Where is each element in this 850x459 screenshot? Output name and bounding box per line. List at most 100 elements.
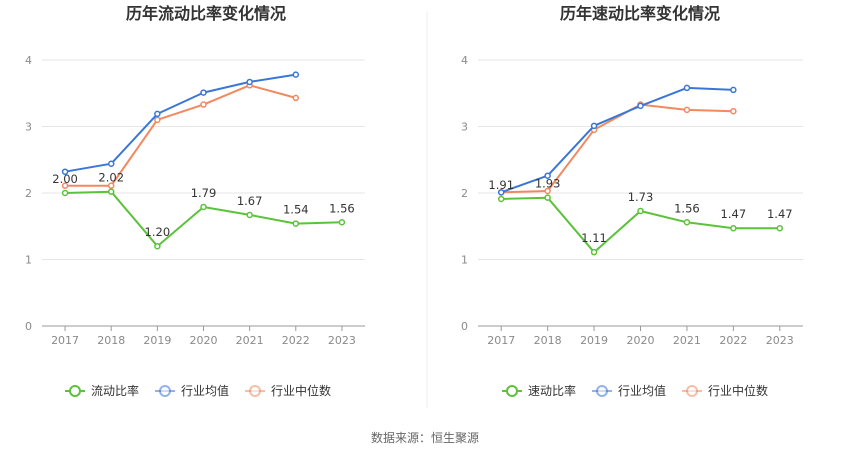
x-tick-label: 2018	[97, 334, 125, 347]
data-point	[61, 168, 69, 175]
legend-label: 速动比率	[528, 383, 576, 398]
data-point	[154, 110, 161, 118]
data-label: 1.91	[488, 178, 514, 192]
data-point	[292, 94, 300, 102]
data-point	[590, 122, 598, 130]
data-label: 1.47	[721, 207, 747, 221]
data-point	[730, 224, 737, 232]
x-tick-label: 2021	[236, 334, 264, 347]
data-point	[246, 211, 253, 219]
data-point	[590, 248, 598, 256]
x-tick-label: 2019	[580, 334, 608, 347]
quick-ratio-chart: 历年速动比率变化情况 0 1 2 3 4 2017 2018 2019 2020 2021 2022 2…	[461, 4, 803, 398]
legend-label: 行业均值	[618, 383, 666, 398]
x-tick-label: 2020	[190, 334, 218, 347]
x-tick-label: 2022	[719, 334, 747, 347]
data-label: 1.54	[283, 203, 309, 217]
legend-label: 行业中位数	[271, 383, 331, 398]
chart-title: 历年流动比率变化情况	[126, 4, 286, 23]
data-point	[497, 189, 505, 196]
legend-label: 流动比率	[91, 383, 139, 398]
y-tick-label: 0	[25, 320, 32, 333]
legend-item-1[interactable]: 行业均值	[592, 383, 666, 398]
y-tick-label: 1	[461, 254, 468, 267]
legend-item-2[interactable]: 行业中位数	[245, 383, 331, 398]
x-tick-label: 2017	[51, 334, 79, 347]
data-point	[107, 182, 115, 189]
data-point	[730, 107, 737, 115]
series-line-1	[500, 86, 734, 194]
data-source-label: 数据来源：恒生聚源	[371, 430, 479, 445]
data-label: 2.02	[98, 171, 124, 185]
data-label: 1.73	[628, 190, 654, 204]
data-point	[683, 84, 691, 92]
legend-item-0[interactable]: 流动比率	[65, 383, 139, 398]
data-label: 1.56	[674, 201, 700, 215]
data-point	[292, 71, 300, 78]
data-point	[61, 189, 69, 197]
data-point	[200, 89, 207, 96]
series-line-2	[65, 84, 297, 187]
data-point	[154, 242, 161, 250]
x-tick-label: 2023	[328, 334, 356, 347]
y-tick-label: 0	[461, 320, 468, 333]
data-point	[683, 106, 691, 114]
data-label: 1.79	[191, 186, 217, 200]
data-point	[544, 194, 551, 201]
data-point	[637, 102, 644, 110]
legend-marker-circle	[159, 385, 171, 397]
y-tick-label: 3	[461, 121, 468, 134]
data-point	[683, 219, 691, 226]
data-point	[246, 78, 253, 86]
current-ratio-chart: 历年流动比率变化情况 0 1 2 3 4 2017 2018 2019 2020 2021 2022 2…	[25, 4, 365, 398]
data-point	[637, 207, 644, 215]
data-label: 1.47	[767, 207, 793, 221]
y-tick-label: 4	[25, 54, 32, 67]
data-point	[497, 195, 505, 203]
data-point	[292, 220, 300, 227]
data-point	[107, 160, 115, 167]
data-point	[544, 187, 551, 195]
series-line-2	[501, 103, 734, 194]
data-label: 1.67	[237, 194, 263, 208]
data-point	[154, 116, 161, 124]
data-point	[730, 86, 737, 94]
data-point	[776, 224, 784, 232]
series-line-0	[501, 196, 780, 254]
y-tick-label: 2	[25, 187, 32, 200]
x-tick-label: 2019	[143, 334, 171, 347]
data-label: 1.20	[145, 225, 171, 239]
legend-label: 行业中位数	[708, 383, 768, 398]
data-label: 1.11	[581, 231, 607, 245]
x-tick-label: 2020	[627, 334, 655, 347]
data-point	[200, 203, 207, 211]
legend-item-0[interactable]: 速动比率	[502, 383, 576, 398]
x-tick-label: 2018	[534, 334, 562, 347]
x-tick-label: 2022	[282, 334, 310, 347]
x-tick-label: 2023	[766, 334, 794, 347]
data-point	[338, 219, 346, 226]
chart-title: 历年速动比率变化情况	[560, 4, 720, 23]
legend-item-2[interactable]: 行业中位数	[682, 383, 768, 398]
data-point	[544, 172, 551, 179]
data-label: 1.93	[535, 177, 561, 191]
data-point	[107, 188, 115, 195]
legend-item-1[interactable]: 行业均值	[155, 383, 229, 398]
legend-marker-circle	[506, 385, 518, 397]
y-tick-label: 4	[461, 54, 468, 67]
x-tick-label: 2021	[673, 334, 701, 347]
data-label: 1.56	[329, 201, 355, 215]
data-label: 2.00	[52, 172, 78, 186]
series-line-1	[64, 73, 296, 173]
data-point	[200, 101, 207, 108]
legend-marker-circle	[596, 385, 608, 397]
y-tick-label: 2	[461, 187, 468, 200]
legend-marker-circle	[686, 385, 698, 397]
y-tick-label: 3	[25, 121, 32, 134]
y-tick-label: 1	[25, 254, 32, 267]
data-point	[61, 182, 69, 189]
legend-label: 行业均值	[181, 383, 229, 398]
legend-marker-circle	[69, 385, 81, 397]
legend-marker-circle	[249, 385, 261, 397]
